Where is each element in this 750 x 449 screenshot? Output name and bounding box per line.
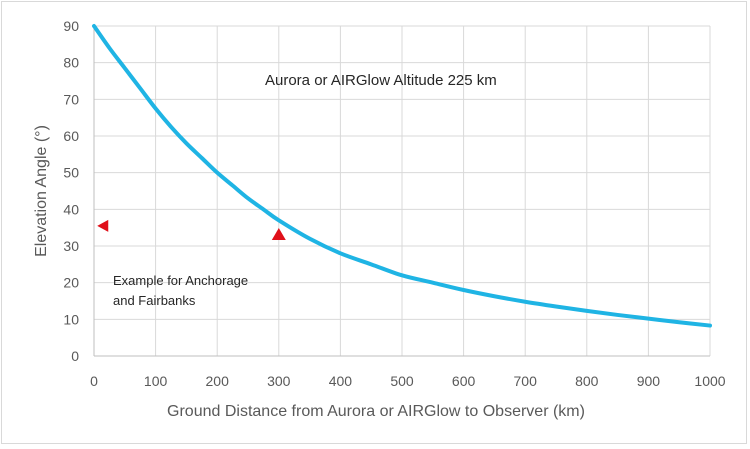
x-tick-label: 100 bbox=[144, 373, 168, 389]
axes bbox=[93, 26, 710, 357]
y-axis-title: Elevation Angle (°) bbox=[33, 125, 50, 257]
y-tick-label: 20 bbox=[63, 275, 79, 291]
markers bbox=[97, 219, 286, 240]
x-tick-label: 700 bbox=[514, 373, 538, 389]
y-tick-label: 0 bbox=[71, 348, 79, 364]
elevation-angle-series bbox=[92, 24, 712, 328]
example-annotation-line-2: and Fairbanks bbox=[113, 293, 196, 308]
altitude-annotation: Aurora or AIRGlow Altitude 225 km bbox=[265, 72, 497, 89]
y-tick-label: 70 bbox=[63, 91, 79, 107]
x-tick-label: 200 bbox=[206, 373, 230, 389]
y-tick-label: 50 bbox=[63, 165, 79, 181]
marker-left-triangle bbox=[97, 219, 109, 232]
y-tick-label: 10 bbox=[63, 311, 79, 327]
x-tick-label: 0 bbox=[90, 373, 98, 389]
x-tick-label: 400 bbox=[329, 373, 353, 389]
example-annotation-line-1: Example for Anchorage bbox=[113, 273, 248, 288]
x-tick-label: 900 bbox=[637, 373, 661, 389]
x-tick-label: 500 bbox=[390, 373, 414, 389]
marker-up-triangle bbox=[271, 228, 286, 240]
series-layer bbox=[92, 24, 712, 328]
x-axis-title: Ground Distance from Aurora or AIRGlow t… bbox=[167, 403, 585, 420]
y-tick-label: 60 bbox=[63, 128, 79, 144]
gridlines bbox=[94, 25, 711, 356]
y-tick-label: 90 bbox=[63, 18, 79, 34]
x-tick-label: 1000 bbox=[694, 373, 725, 389]
x-tick-label: 300 bbox=[267, 373, 291, 389]
y-tick-label: 30 bbox=[63, 238, 79, 254]
y-tick-label: 40 bbox=[63, 201, 79, 217]
y-tick-label: 80 bbox=[63, 55, 79, 71]
x-tick-label: 600 bbox=[452, 373, 476, 389]
x-tick-label: 800 bbox=[575, 373, 599, 389]
